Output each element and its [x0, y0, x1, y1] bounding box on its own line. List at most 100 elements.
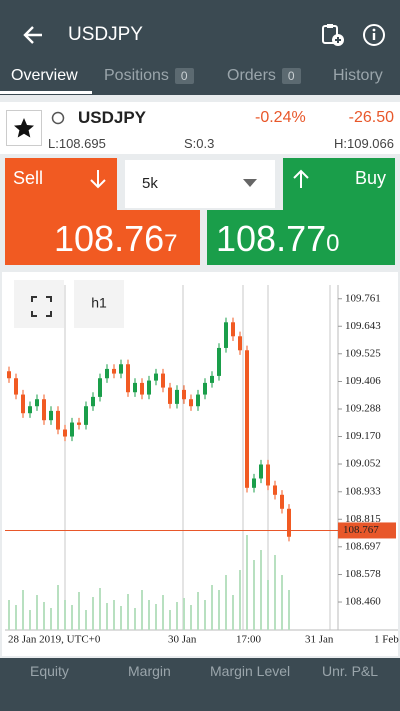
- tab[interactable]: Orders 0: [227, 67, 301, 85]
- candle-body: [217, 347, 221, 376]
- candle-body: [84, 406, 88, 425]
- candle-body: [196, 394, 200, 407]
- candle-body: [273, 485, 277, 495]
- volume-bar: [43, 602, 45, 630]
- page-title: USDJPY: [68, 24, 143, 45]
- y-tick-label: 109.052: [345, 458, 381, 470]
- candle-body: [7, 371, 11, 379]
- tab-badge: 0: [281, 68, 301, 84]
- volume-bar: [281, 575, 283, 630]
- buy-price: 108.770: [216, 218, 339, 260]
- candle-body: [259, 464, 263, 479]
- volume-bar: [162, 595, 164, 630]
- volume-bar: [120, 606, 122, 630]
- tab[interactable]: Overview: [11, 67, 78, 84]
- candle-body: [70, 422, 74, 437]
- y-tick-label: 108.578: [345, 568, 381, 580]
- volume-bar: [225, 575, 227, 630]
- candle-body: [280, 494, 284, 509]
- volume-bar: [267, 580, 269, 630]
- candle-body: [14, 378, 18, 395]
- buy-label: Buy: [354, 168, 386, 188]
- buy-price-pip: 0: [326, 230, 340, 257]
- volume-bar: [71, 605, 73, 630]
- candle-body: [28, 406, 32, 414]
- app-header: [0, 0, 400, 95]
- tab-indicator: [0, 91, 92, 94]
- high: H:109.066: [334, 136, 394, 151]
- volume-bar: [106, 603, 108, 630]
- x-tick-label: 31 Jan: [305, 634, 334, 646]
- sell-price: 108.767: [54, 218, 177, 260]
- volume-bar: [141, 590, 143, 630]
- status-indicator: [51, 111, 65, 125]
- candle-body: [98, 378, 102, 397]
- y-tick-label: 109.761: [345, 292, 381, 304]
- candle-body: [35, 399, 39, 407]
- candle-body: [42, 399, 46, 421]
- volume-bar: [29, 610, 31, 630]
- candle-body: [189, 399, 193, 407]
- y-tick-label: 109.170: [345, 430, 381, 442]
- sell-icon: [90, 170, 106, 189]
- sell-price-pip: 7: [164, 230, 178, 257]
- volume-bar: [288, 590, 290, 630]
- candle-body: [287, 508, 291, 537]
- amount: 5k: [142, 175, 158, 192]
- y-tick-label: 108.460: [345, 596, 381, 608]
- volume-bar: [134, 608, 136, 630]
- price-label: 108.767: [343, 524, 379, 536]
- candle-body: [154, 373, 158, 381]
- tab[interactable]: Positions 0: [104, 67, 194, 85]
- x-tick-label: 30 Jan: [168, 634, 197, 646]
- tab[interactable]: History: [333, 67, 383, 84]
- buy-price-main: 108.77: [216, 218, 327, 259]
- volume-bar: [127, 594, 129, 630]
- volume-bar: [253, 560, 255, 630]
- footer-label: Unr. P&L: [322, 663, 379, 679]
- volume-bar: [78, 592, 80, 630]
- volume-bar: [183, 598, 185, 630]
- volume-bar: [246, 535, 248, 630]
- info-button[interactable]: [362, 23, 386, 47]
- candle-body: [161, 373, 165, 388]
- y-tick-label: 109.525: [345, 347, 381, 359]
- buy-price-box[interactable]: [207, 210, 395, 265]
- candle-body: [91, 396, 95, 407]
- candle-body: [63, 429, 67, 437]
- volume-bar: [155, 604, 157, 630]
- price-label-bg: [338, 522, 396, 539]
- chart-background: [2, 272, 398, 656]
- candle-body: [147, 380, 151, 395]
- dropdown-arrow: [243, 179, 257, 187]
- sell-price-box[interactable]: [5, 210, 200, 265]
- candle-body: [245, 350, 249, 488]
- candle-body: [224, 322, 228, 348]
- back-button[interactable]: [22, 24, 44, 46]
- timeframe-button[interactable]: [74, 280, 124, 328]
- volume-bar: [239, 570, 241, 630]
- volume-bar: [260, 550, 262, 630]
- y-tick-label: 109.288: [345, 403, 381, 415]
- candle-body: [119, 364, 123, 374]
- instrument-panel: [0, 102, 400, 154]
- volume-bar: [99, 588, 101, 630]
- volume-bar: [204, 600, 206, 630]
- volume-bar: [218, 590, 220, 630]
- buy-icon: [293, 169, 309, 188]
- volume-bar: [36, 595, 38, 630]
- add-alert-button[interactable]: [320, 22, 346, 48]
- footer-label: Margin: [128, 663, 171, 679]
- candle-body: [56, 410, 60, 430]
- favorite-button[interactable]: [6, 110, 42, 146]
- candle-body: [210, 375, 214, 383]
- timeframe: h1: [91, 295, 107, 311]
- candle-body: [77, 422, 81, 425]
- fullscreen-button[interactable]: [14, 280, 64, 328]
- y-tick-label: 108.697: [345, 540, 381, 552]
- volume-bar: [211, 585, 213, 630]
- candle-body: [238, 336, 242, 351]
- volume-bar: [176, 602, 178, 630]
- volume-bar: [50, 608, 52, 630]
- candle-body: [203, 382, 207, 395]
